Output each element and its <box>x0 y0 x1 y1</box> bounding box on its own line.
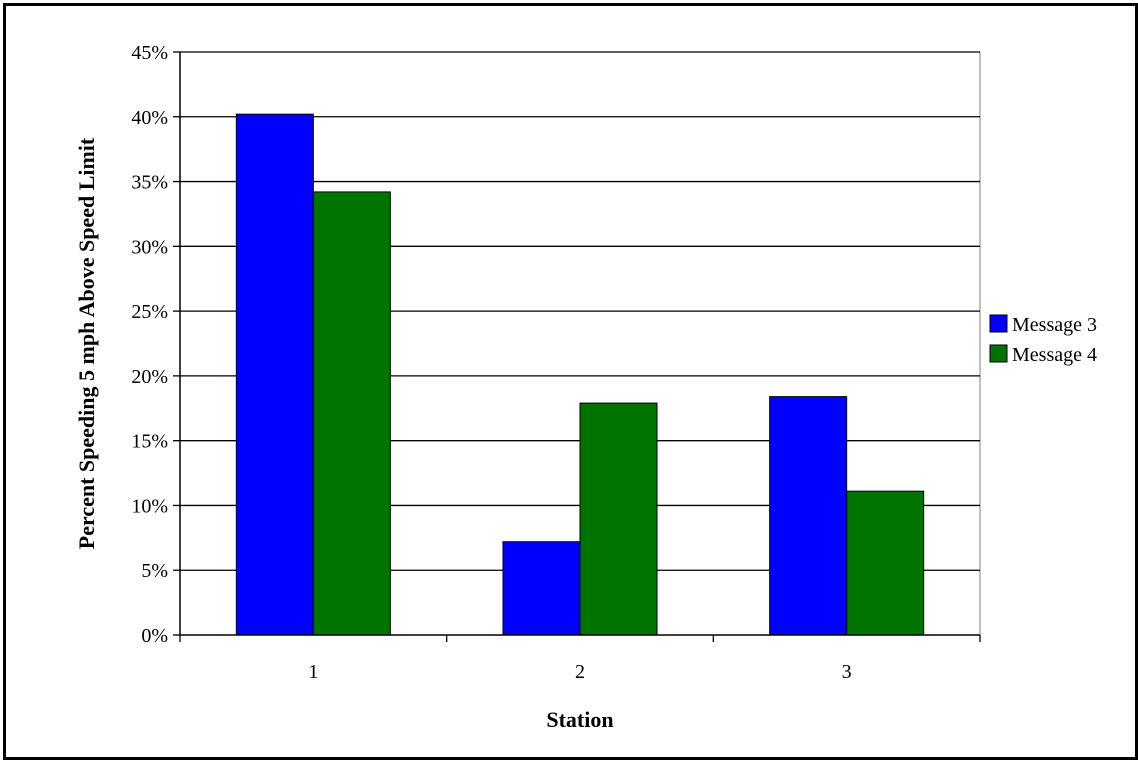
legend-label: Message 3 <box>1012 314 1097 336</box>
legend: Message 3 Message 4 <box>989 314 1097 366</box>
x-axis-title: Station <box>546 707 613 732</box>
y-tick-labels: 0% 5% 10% 15% 20% 25% 30% 35% 40% 45% <box>131 42 168 647</box>
y-tick-label: 20% <box>131 366 168 388</box>
legend-label: Message 4 <box>1012 344 1097 366</box>
bar <box>502 541 581 636</box>
y-tick-label: 30% <box>131 236 168 258</box>
y-tick-label: 5% <box>141 560 168 582</box>
x-tick-label: 2 <box>575 661 585 683</box>
y-tick-label: 35% <box>131 172 168 194</box>
y-tick-label: 45% <box>131 42 168 64</box>
x-tick-label: 3 <box>842 661 852 683</box>
legend-swatch <box>989 314 1008 333</box>
y-tick-label: 40% <box>131 107 168 129</box>
bars <box>235 113 925 636</box>
y-tick-label: 15% <box>131 431 168 453</box>
x-tick-labels: 1 2 3 <box>308 661 851 683</box>
x-tick-label: 1 <box>308 661 318 683</box>
axes <box>173 51 981 642</box>
y-tick-label: 0% <box>141 625 168 647</box>
bar <box>769 396 848 636</box>
bar <box>846 490 925 636</box>
y-axis-title: Percent Speeding 5 mph Above Speed Limit <box>74 137 99 549</box>
y-tick-label: 10% <box>131 495 168 517</box>
bar <box>579 402 658 636</box>
bar <box>235 113 314 636</box>
legend-swatch <box>989 344 1008 363</box>
y-tick-label: 25% <box>131 301 168 323</box>
bar <box>312 191 391 636</box>
